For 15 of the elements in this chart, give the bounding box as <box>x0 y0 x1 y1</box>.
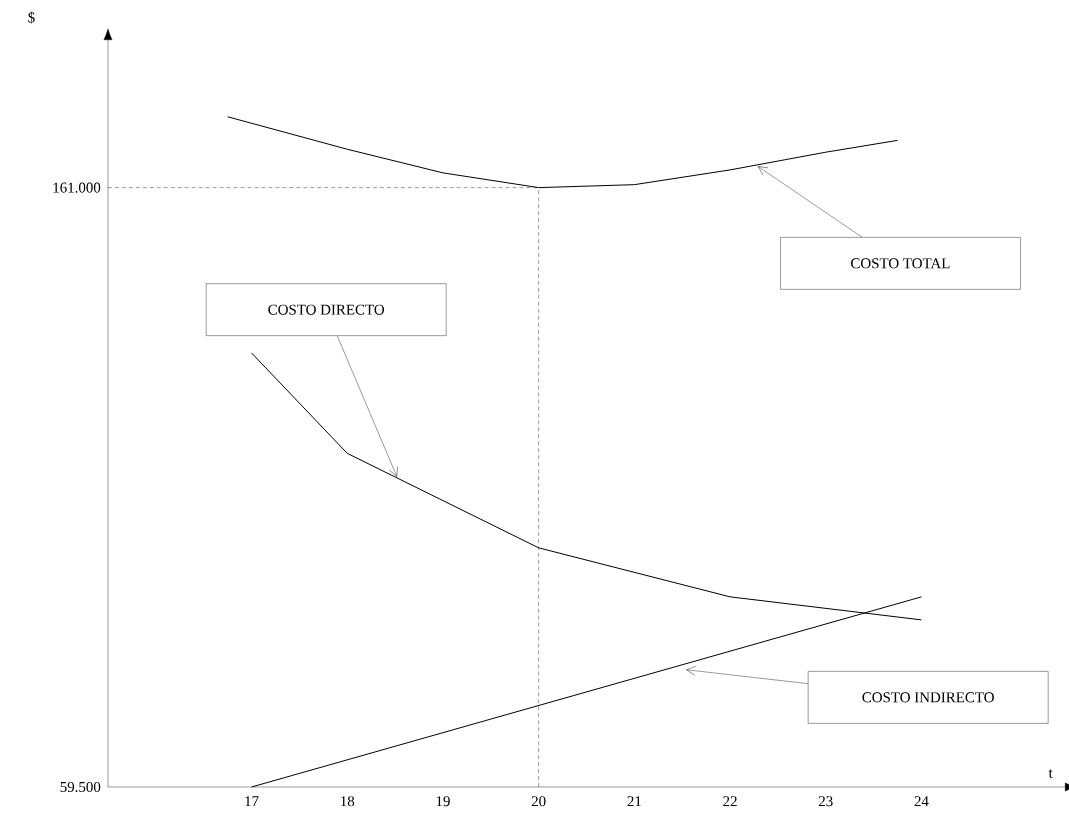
annotation: COSTO INDIRECTO <box>862 692 994 703</box>
x-tick-label: 18 <box>341 796 355 807</box>
x-tick-label: 20 <box>531 796 546 807</box>
y-axis-title: $ <box>28 11 35 24</box>
annotation: COSTO DIRECTO <box>268 304 385 315</box>
x-tick-label: 23 <box>818 796 833 807</box>
x-tick-label: 22 <box>723 796 737 807</box>
y-tick-label: 59.500 <box>60 781 101 793</box>
x-tick-label: 17 <box>245 796 259 807</box>
x-tick-label: 24 <box>914 796 929 807</box>
x-axis-title: t <box>1048 769 1053 778</box>
x-tick-label: 21 <box>627 796 641 807</box>
annotation: COSTO TOTAL <box>851 258 950 269</box>
y-tick-label: 161.000 <box>53 182 101 193</box>
x-tick-label: 19 <box>436 796 450 807</box>
